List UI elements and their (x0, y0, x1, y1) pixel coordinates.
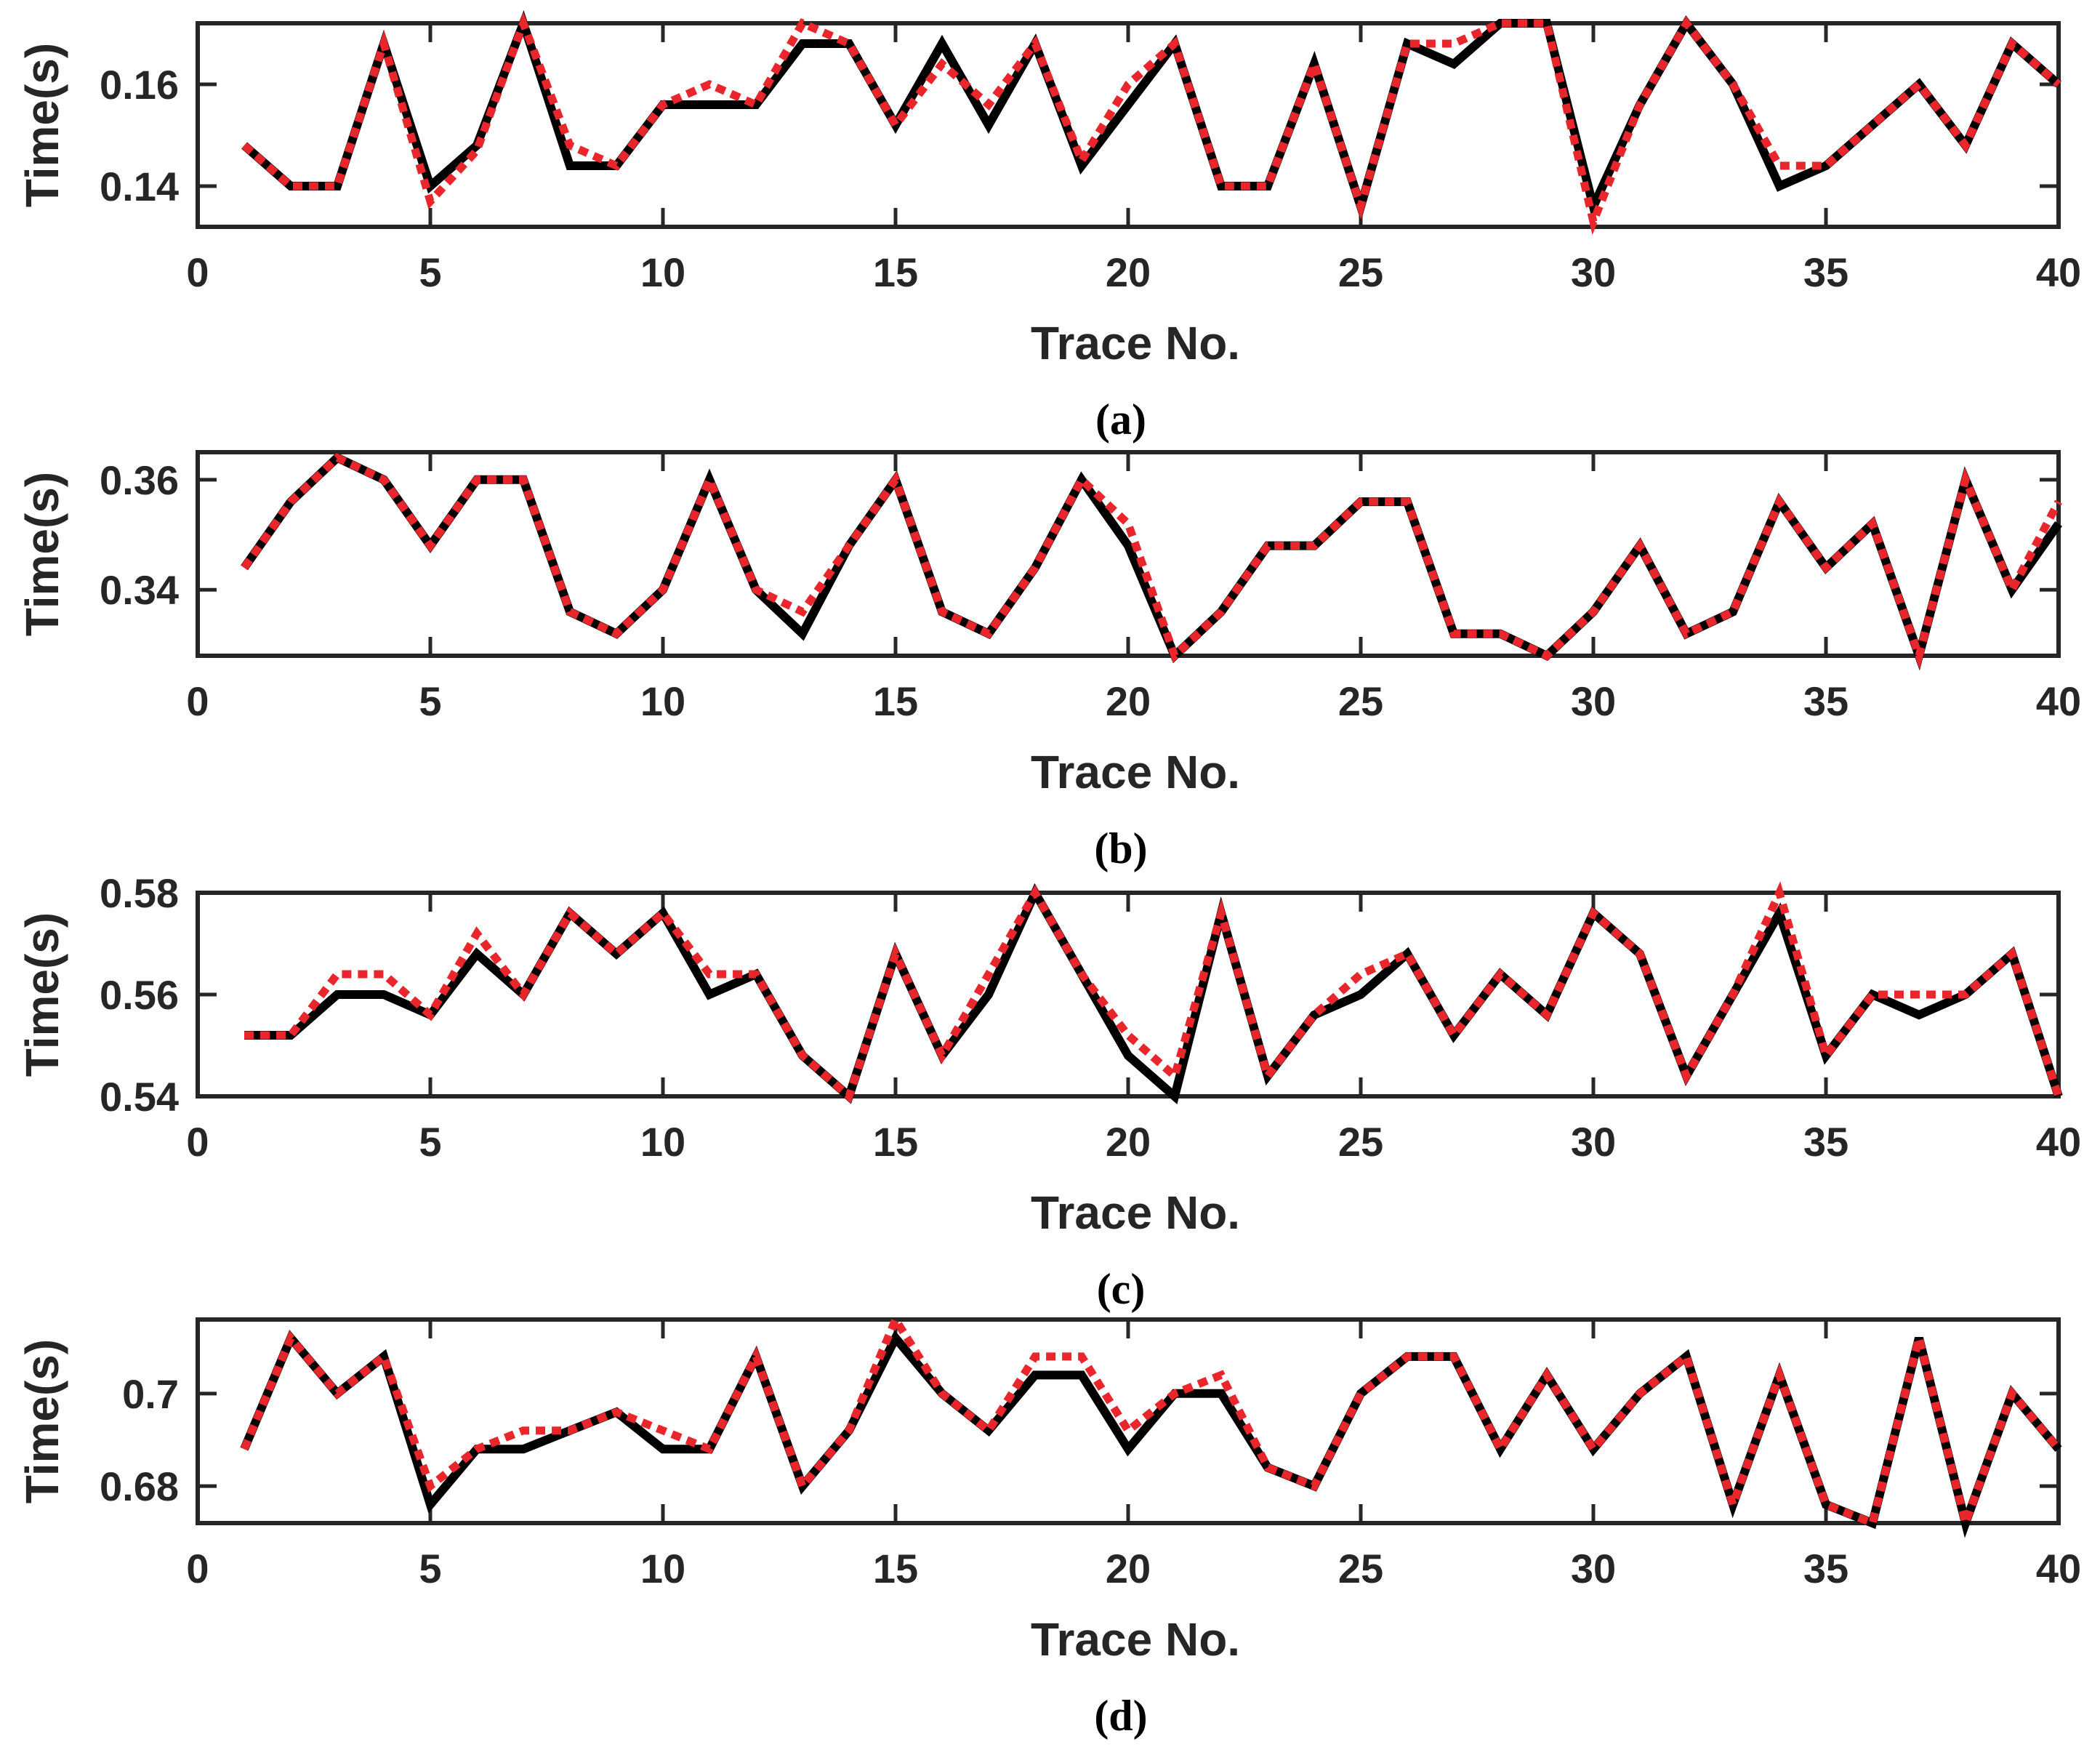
chart-2-xtick-label: 35 (1803, 678, 1848, 724)
chart-1-xtick-label: 40 (2036, 249, 2081, 295)
chart-2-x-axis-title: Trace No. (1031, 746, 1240, 798)
chart-1-xtick-label: 10 (640, 249, 685, 295)
chart-4: 0 5 10 15 20 25 30 35 40 0.68 0.7 Trace No. Time(s) (… (16, 1311, 2081, 1740)
chart-4-xtick-label: 5 (419, 1546, 441, 1591)
chart-2-xtick-label: 30 (1571, 678, 1616, 724)
chart-1-xtick-label: 15 (873, 249, 918, 295)
chart-4-xtick-label: 40 (2036, 1546, 2081, 1591)
chart-3-xtick-label: 30 (1571, 1119, 1616, 1165)
chart-1: 0 5 10 15 20 25 30 35 40 0.14 0.16 Trace No. Time(s)… (16, 10, 2081, 443)
chart-2-y-axis-title: Time(s) (16, 472, 68, 636)
chart-3: 0 5 10 15 20 25 30 35 40 0.54 0.56 0.58 Trace No. Tim… (16, 870, 2081, 1313)
chart-1-xtick-label: 20 (1106, 249, 1151, 295)
chart-1-xtick-label: 5 (419, 249, 441, 295)
chart-4-xtick-label: 10 (640, 1546, 685, 1591)
chart-3-series-dotted-line (244, 881, 2063, 1104)
chart-3-ytick-label: 0.58 (100, 870, 179, 916)
chart-2-ytick-label: 0.36 (100, 457, 179, 503)
chart-1-axes-frame (196, 21, 2061, 229)
chart-3-y-axis-title: Time(s) (16, 912, 68, 1077)
chart-4-panel-label: (d) (1094, 1692, 1147, 1740)
chart-3-panel-label: (c) (1097, 1265, 1146, 1313)
chart-3-ytick-label: 0.54 (100, 1074, 179, 1120)
chart-1-series-solid-line (241, 10, 2061, 222)
chart-3-xtick-label: 15 (873, 1119, 918, 1165)
chart-3-x-axis-title: Trace No. (1031, 1186, 1240, 1239)
chart-3-ytick-label: 0.56 (100, 972, 179, 1018)
chart-2-panel-label: (b) (1094, 824, 1147, 872)
chart-1-x-axis-title: Trace No. (1031, 317, 1240, 369)
chart-4-ytick-label: 0.68 (100, 1463, 179, 1509)
chart-4-xtick-label: 30 (1571, 1546, 1616, 1591)
chart-3-xtick-label: 40 (2036, 1119, 2081, 1165)
chart-4-ytick-label: 0.7 (122, 1371, 179, 1417)
chart-3-xtick-label: 10 (640, 1119, 685, 1165)
chart-4-xtick-label: 25 (1338, 1546, 1383, 1591)
chart-3-xtick-label: 0 (186, 1119, 209, 1165)
chart-4-y-axis-title: Time(s) (16, 1339, 68, 1503)
chart-4-xtick-label: 20 (1106, 1546, 1151, 1591)
chart-2-xtick-label: 0 (186, 678, 209, 724)
chart-1-series-dotted-line (241, 12, 2061, 236)
chart-2-ytick-label: 0.34 (100, 567, 179, 613)
chart-1-ytick-label: 0.16 (100, 62, 179, 108)
chart-2-xtick-label: 15 (873, 678, 918, 724)
chart-4-x-axis-title: Trace No. (1031, 1613, 1240, 1666)
chart-1-xtick-label: 30 (1571, 249, 1616, 295)
chart-3-xtick-label: 25 (1338, 1119, 1383, 1165)
chart-1-xtick-label: 0 (186, 249, 209, 295)
chart-2-series-solid-line (241, 452, 2062, 671)
chart-1-ytick-label: 0.14 (100, 164, 179, 209)
chart-4-series-dotted-line (240, 1311, 2062, 1537)
chart-2: 0 5 10 15 20 25 30 35 40 0.34 0.36 Trace No. Time(s)… (16, 450, 2081, 872)
chart-1-xtick-label: 25 (1338, 249, 1383, 295)
chart-3-xtick-label: 20 (1106, 1119, 1151, 1165)
chart-2-xtick-label: 25 (1338, 678, 1383, 724)
chart-2-xtick-label: 5 (419, 678, 441, 724)
chart-2-series-dotted-line (241, 453, 2062, 670)
chart-4-xtick-label: 15 (873, 1546, 918, 1591)
chart-1-panel-label: (a) (1095, 395, 1146, 443)
chart-4-xtick-label: 0 (186, 1546, 209, 1591)
chart-4-xtick-label: 35 (1803, 1546, 1848, 1591)
chart-3-xtick-label: 5 (419, 1119, 441, 1165)
chart-3-xtick-label: 35 (1803, 1119, 1848, 1165)
chart-2-xtick-label: 10 (640, 678, 685, 724)
chart-1-y-axis-title: Time(s) (16, 43, 68, 207)
chart-4-axes-frame (196, 1317, 2061, 1525)
chart-4-series-solid-line (240, 1330, 2062, 1538)
chart-1-xtick-label: 35 (1803, 249, 1848, 295)
chart-2-xtick-label: 20 (1106, 678, 1151, 724)
chart-2-xtick-label: 40 (2036, 678, 2081, 724)
